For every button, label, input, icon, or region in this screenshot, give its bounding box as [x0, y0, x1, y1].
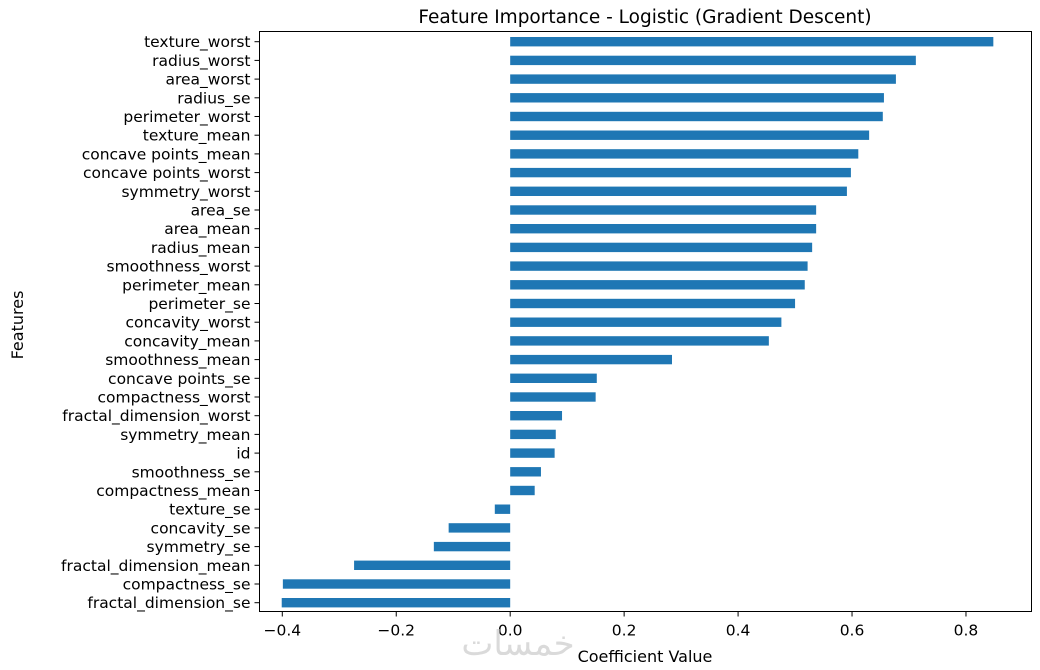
y-tick-label: concave points_se	[108, 370, 250, 389]
y-tick-label: concave points_mean	[82, 145, 251, 164]
bar-id	[510, 448, 555, 458]
bar-radius_worst	[510, 55, 916, 66]
bar-texture_worst	[510, 37, 994, 47]
y-tick-label: symmetry_mean	[120, 426, 250, 445]
x-tick-label: 0.0	[498, 622, 523, 640]
y-tick-label: perimeter_se	[148, 295, 250, 314]
y-tick-label: radius_mean	[151, 239, 251, 258]
bar-fractal_dimension_worst	[510, 411, 563, 421]
bar-concavity_mean	[510, 336, 769, 346]
bar-area_se	[510, 205, 817, 215]
bar-concavity_worst	[510, 317, 782, 327]
y-tick-label: concavity_worst	[125, 314, 250, 333]
bar-area_mean	[510, 224, 817, 234]
bar-radius_mean	[510, 242, 813, 253]
y-tick-label: perimeter_mean	[122, 276, 250, 295]
bar-texture_mean	[510, 130, 870, 140]
watermark: خمسات	[461, 624, 574, 664]
y-tick-label: radius_worst	[152, 52, 250, 71]
bar-symmetry_worst	[510, 186, 847, 196]
y-tick-label: smoothness_worst	[107, 258, 251, 277]
bar-concave-points_worst	[510, 167, 851, 178]
bar-symmetry_mean	[510, 429, 556, 440]
x-tick-label: 0.4	[726, 622, 751, 640]
y-tick-label: symmetry_worst	[121, 183, 250, 202]
bar-symmetry_se	[433, 541, 511, 552]
y-tick-label: concave points_worst	[83, 164, 251, 183]
x-tick-label: −0.2	[377, 622, 415, 640]
x-axis-ticks: −0.4 −0.2 0.0 0.2 0.4 0.6 0.8	[263, 611, 979, 640]
y-tick-label: area_se	[191, 202, 251, 221]
y-tick-label: smoothness_se	[132, 463, 251, 482]
y-tick-label: symmetry_se	[147, 538, 251, 557]
plot-area-frame	[259, 31, 1032, 612]
bar-fractal_dimension_se	[281, 598, 511, 608]
x-tick-label: 0.2	[612, 622, 637, 640]
y-tick-label: concavity_se	[151, 519, 251, 538]
bar-compactness_se	[282, 579, 511, 589]
y-tick-label: smoothness_mean	[105, 351, 250, 370]
y-tick-label: perimeter_worst	[123, 108, 250, 127]
y-tick-label: fractal_dimension_mean	[61, 557, 250, 576]
bars-layer	[281, 37, 994, 608]
bar-smoothness_se	[510, 467, 541, 477]
x-tick-label: 0.8	[954, 622, 979, 640]
bar-smoothness_mean	[510, 354, 672, 365]
bar-texture_se	[494, 504, 511, 514]
y-tick-label: compactness_se	[123, 576, 251, 595]
x-tick-label: 0.6	[840, 622, 865, 640]
bar-smoothness_worst	[510, 261, 808, 271]
y-tick-label: area_mean	[164, 220, 250, 239]
chart-title: Feature Importance - Logistic (Gradient …	[418, 7, 871, 28]
bar-compactness_mean	[510, 485, 535, 496]
y-tick-label: id	[236, 445, 250, 463]
bar-radius_se	[510, 93, 884, 103]
bar-concave-points_mean	[510, 149, 859, 159]
bar-area_worst	[510, 74, 896, 84]
y-tick-label: fractal_dimension_se	[87, 594, 250, 613]
x-tick-label: −0.4	[263, 622, 301, 640]
y-tick-label: radius_se	[177, 89, 250, 108]
bar-concave-points_se	[510, 373, 597, 383]
y-tick-label: texture_mean	[143, 127, 251, 146]
y-tick-label: area_worst	[165, 71, 250, 90]
y-axis-ticks: texture_worstradius_worstarea_worstradiu…	[61, 33, 260, 613]
y-tick-label: compactness_worst	[98, 389, 251, 408]
y-axis-label: Features	[8, 291, 27, 360]
y-tick-label: texture_worst	[144, 33, 250, 52]
bar-fractal_dimension_mean	[354, 560, 511, 570]
bar-concavity_se	[448, 523, 511, 533]
x-axis-label: Coefficient Value	[578, 647, 713, 666]
bar-perimeter_se	[510, 298, 796, 309]
bar-compactness_worst	[510, 392, 596, 402]
bar-perimeter_worst	[510, 111, 883, 122]
bar-perimeter_mean	[510, 280, 805, 290]
y-tick-label: texture_se	[169, 501, 250, 520]
y-tick-label: fractal_dimension_worst	[62, 407, 250, 426]
y-tick-label: concavity_mean	[124, 332, 250, 351]
y-tick-label: compactness_mean	[96, 482, 250, 501]
